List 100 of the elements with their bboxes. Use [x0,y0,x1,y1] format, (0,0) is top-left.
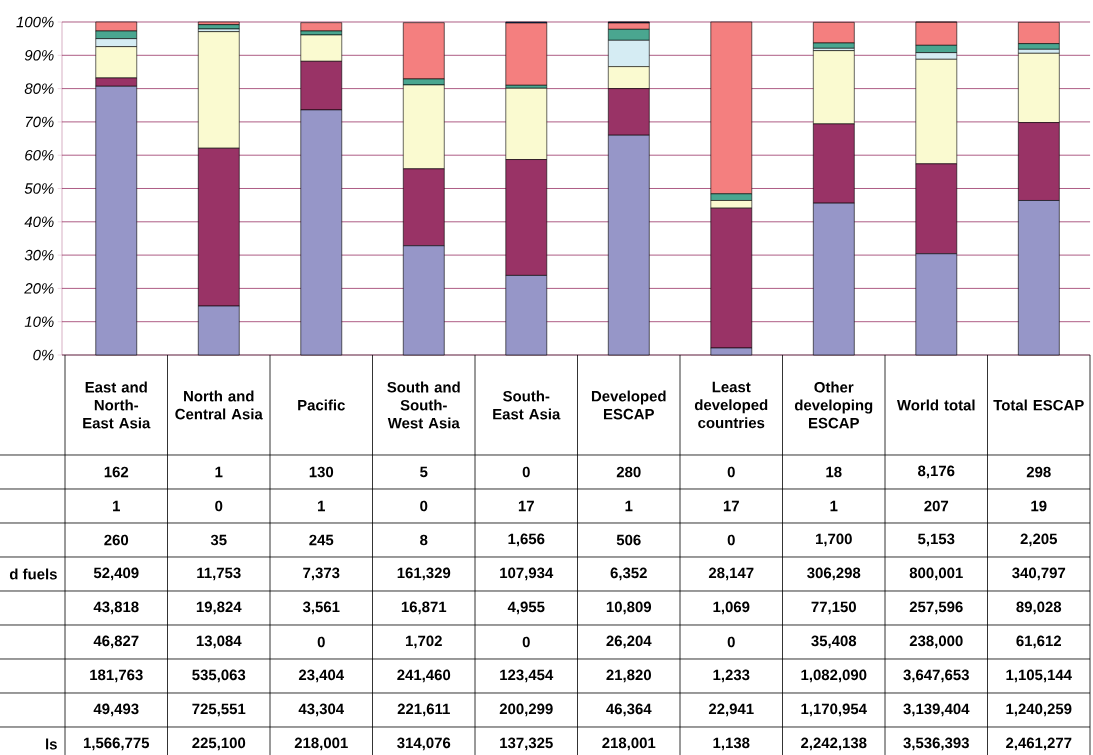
text: 11,753 [197,567,241,581]
text: 1,170,954 [801,703,867,717]
text: 89,028 [1016,601,1062,615]
text: 1 [113,500,120,512]
text: 23,404 [298,669,345,683]
y-tick-label: 30% [24,249,54,261]
text: 238,000 [909,635,963,649]
text: 49,493 [93,703,139,717]
text: 260 [104,534,129,546]
text: 123,454 [500,669,554,683]
text: 21,820 [606,669,651,683]
text: 200,299 [499,703,553,717]
y-tick-label: 80% [24,83,54,94]
x-tick-label: East and North-East Asia [83,381,151,429]
text: 1,069 [713,601,750,615]
text: 107,934 [500,567,554,581]
text: 218,001 [602,737,656,751]
text: 314,076 [397,737,451,751]
text: 35,408 [811,635,857,649]
text: 535,063 [192,669,246,683]
text: 46,364 [606,703,652,717]
y-tick-label: 90% [24,50,54,61]
text: 16,871 [401,601,447,615]
text: 17 [723,500,739,512]
text: 13,084 [196,635,242,649]
text: 725,551 [192,703,246,717]
text: 1,240,259 [1006,703,1072,717]
text: 3,536,393 [903,737,969,751]
text: 0 [522,636,530,648]
text: 4,955 [507,601,545,615]
x-tick-label: Total ESCAP [993,399,1084,411]
text: 161,329 [397,567,451,581]
text: 1,566,775 [83,737,150,751]
y-tick-label: 20% [24,283,54,294]
text: 1 [215,466,223,478]
text: 1,105,144 [1006,669,1072,683]
text: 1 [830,500,838,512]
text: 19 [1031,500,1047,512]
y-tick-label: 100% [16,16,54,28]
y-tick-label: 40% [24,216,54,228]
text: 0 [317,636,325,648]
y-tick-label: 60% [25,149,54,161]
text: 43,818 [93,601,139,615]
text: 280 [616,466,641,478]
text: 3,647,653 [903,669,969,683]
text: ls [46,738,57,750]
text: 6,352 [610,567,647,581]
text: 2,205 [1020,533,1058,547]
text: 306,298 [807,567,861,581]
text: 28,147 [708,567,754,581]
text: 1 [625,500,633,512]
text: 0 [727,636,735,648]
text: 3,139,404 [903,703,970,717]
text: 2,242,138 [801,737,867,751]
text: 1,233 [713,669,750,683]
text: 46,827 [93,635,139,649]
text: 1,082,090 [801,669,867,683]
x-tick-label: Least developed countries [694,381,768,429]
text: 5 [420,466,428,478]
text: 221,611 [397,703,450,717]
text: 1 [318,500,325,512]
text: 340,797 [1012,567,1066,581]
text: 26,204 [606,635,652,649]
text: 10,809 [606,601,652,615]
x-tick-label: Developed ESCAP [591,390,666,420]
x-tick-label: World total [896,399,975,411]
text: 43,304 [298,703,345,717]
text: 18 [826,466,842,478]
text: 506 [616,534,641,546]
x-tick-label: South-East Asia [493,390,561,420]
text: 162 [104,466,129,478]
text: 245 [309,534,334,546]
text: 0 [727,534,735,546]
text: 1,702 [406,635,442,649]
text: d fuels [9,568,57,580]
text: 137,325 [500,737,553,751]
text: 8,176 [918,465,955,479]
text: 1,656 [508,533,545,547]
text: 77,150 [811,601,856,615]
text: 207 [924,500,949,512]
text: 3,561 [302,601,340,615]
text: 17 [518,500,534,512]
text: 218,001 [294,737,348,751]
y-tick-label: 0% [33,349,54,361]
y-tick-label: 70% [25,116,54,128]
text: 7,373 [303,567,340,581]
text: 130 [309,466,334,478]
text: 1,700 [815,533,852,547]
text: 0 [420,500,428,512]
text: 5,153 [918,533,955,547]
x-tick-label: Pacific [298,399,345,411]
y-tick-label: 10% [24,316,54,327]
text: 19,824 [196,601,242,615]
x-tick-label: Other developing ESCAP [794,381,873,429]
x-tick-label: South and South-West Asia [387,381,460,429]
text: 241,460 [397,669,451,683]
text: 61,612 [1016,635,1061,649]
text: 8 [420,534,428,546]
y-tick-label: 50% [24,183,54,194]
text: 35 [210,534,227,546]
